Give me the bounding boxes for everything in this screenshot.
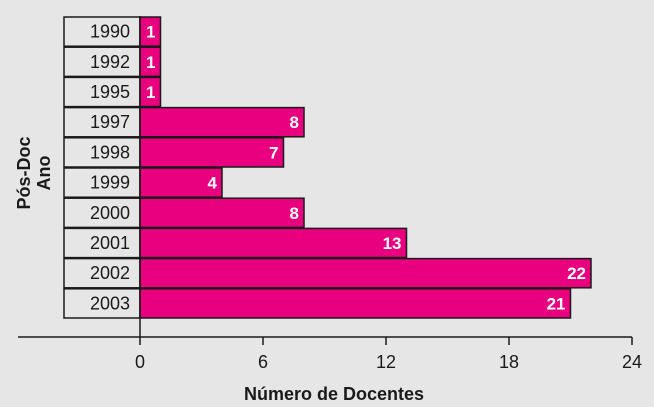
bar [139,257,592,289]
category-label-box [63,76,141,108]
category-label-box [63,16,141,47]
data-label: 1 [146,23,155,42]
category-label-box [63,288,141,319]
x-tick-label: 18 [499,352,519,372]
x-tick-label: 0 [135,352,145,372]
data-label: 1 [146,53,155,72]
y-axis-title-line-2: Ano [34,156,54,191]
category-label: 1999 [90,173,130,193]
category-label-box [63,167,141,198]
category-label: 2001 [90,233,130,253]
category-label-box [63,197,141,229]
data-label: 8 [290,204,299,223]
category-label: 2002 [90,263,130,283]
bar [139,197,305,229]
bar [139,106,305,138]
category-label: 1992 [90,52,130,72]
x-axis-title: Número de Docentes [244,384,424,404]
bar [139,288,572,319]
axes-layer: 0 6 12 18 24 [18,16,642,372]
bars-layer: 1990 1 1992 1 1995 1 1997 8 1998 7 1999 4 2000 8 2001 1… [63,16,592,319]
x-tick-label: 12 [376,352,396,372]
category-label-box [63,137,141,168]
y-axis-title-line-1: Pós-Doc [14,136,34,209]
bar [139,227,408,259]
category-label-box [63,106,141,138]
category-label-box [63,46,141,78]
data-label: 1 [146,83,155,102]
data-label: 22 [567,264,586,283]
data-label: 7 [269,143,278,162]
category-label: 2000 [90,203,130,223]
data-label: 13 [383,234,402,253]
category-label: 1995 [90,82,130,102]
x-tick-label: 6 [258,352,268,372]
bar [139,167,223,198]
x-tick-label: 24 [622,352,642,372]
category-label-box [63,257,141,289]
bar [139,137,285,168]
category-label: 1990 [90,22,130,42]
data-label: 8 [290,113,299,132]
category-label: 1998 [90,142,130,162]
data-label: 21 [547,294,566,313]
category-label: 2003 [90,293,130,313]
data-label: 4 [208,174,218,193]
category-label: 1997 [90,112,130,132]
